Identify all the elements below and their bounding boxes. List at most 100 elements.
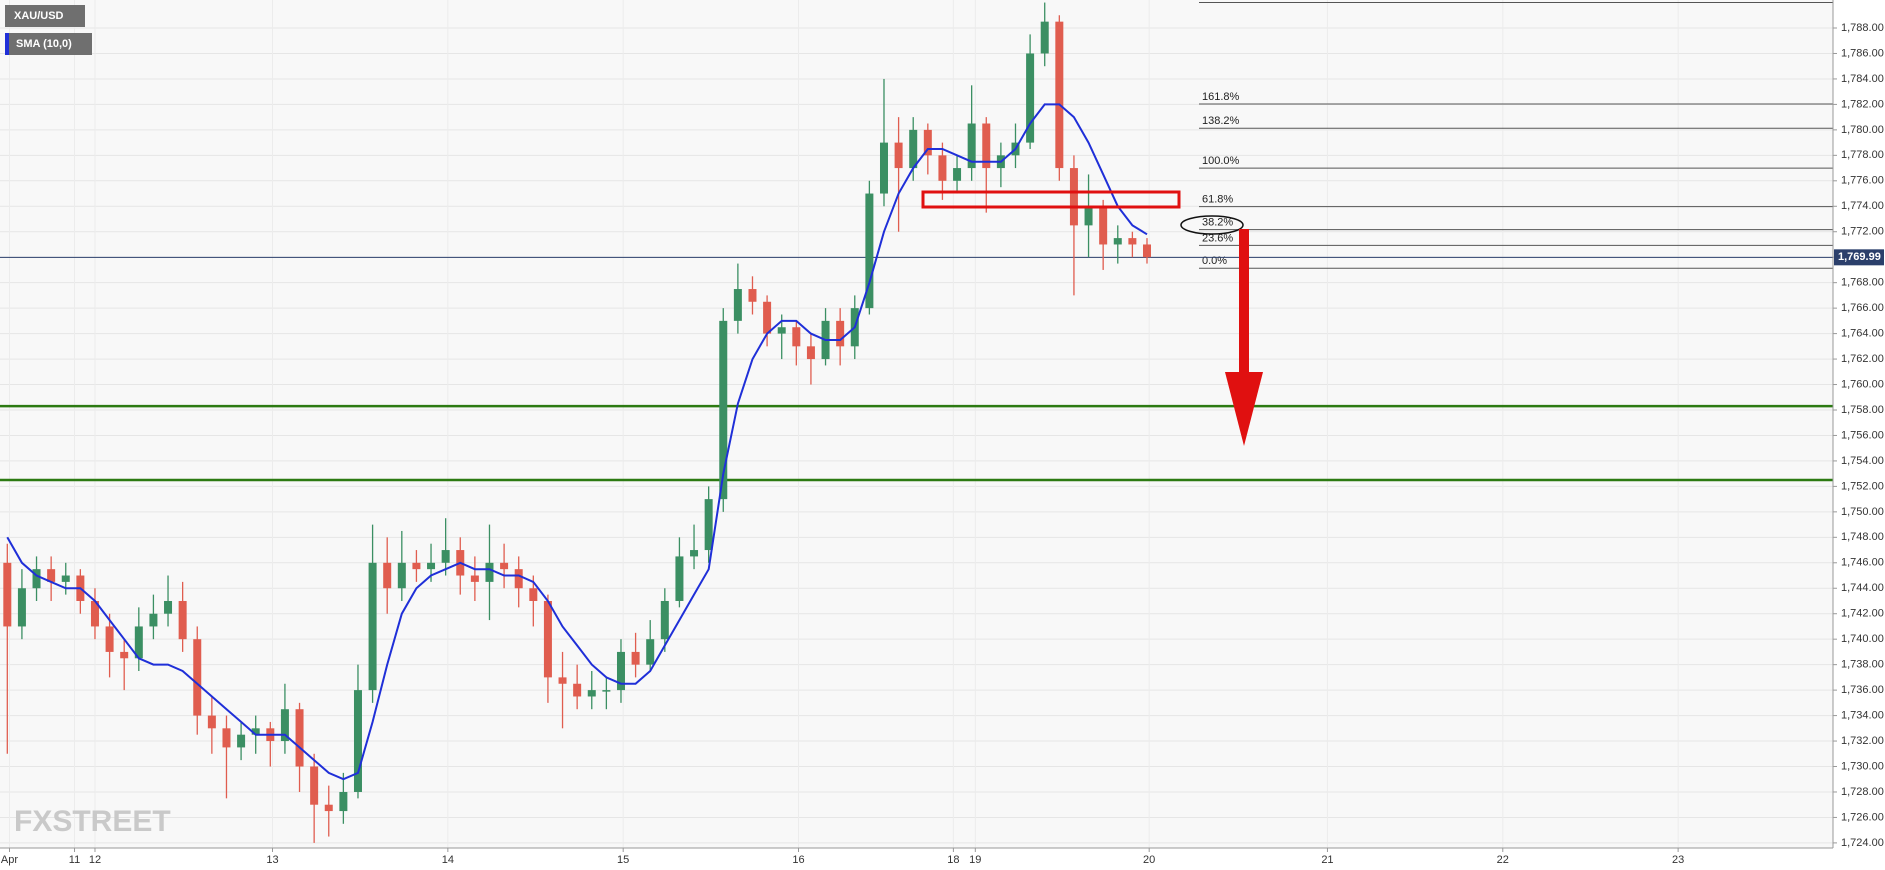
candle-body — [777, 327, 786, 334]
candle-body — [1113, 238, 1122, 245]
x-tick-label: 16 — [792, 854, 804, 866]
candle-body — [412, 562, 421, 570]
candle-body — [1069, 168, 1078, 226]
x-tick-label: 19 — [969, 854, 981, 866]
candle-body — [397, 562, 406, 589]
candle-body — [587, 690, 596, 697]
y-tick-label: 1,780.00 — [1841, 124, 1884, 136]
y-tick-label: 1,776.00 — [1841, 175, 1884, 187]
candle-body — [178, 600, 187, 640]
x-tick-label: 11 — [69, 854, 80, 866]
candle-body — [792, 327, 801, 347]
candle-body — [967, 123, 976, 169]
candle-body — [441, 550, 450, 563]
candle-body — [1142, 244, 1151, 258]
y-tick-label: 1,764.00 — [1841, 328, 1884, 340]
candle-body — [3, 562, 12, 627]
candle-body — [324, 804, 333, 812]
candle-body — [368, 562, 377, 691]
y-tick-label: 1,726.00 — [1841, 811, 1884, 823]
candle-body — [806, 346, 815, 360]
candle-body — [222, 728, 231, 748]
symbol-legend: XAU/USD — [14, 10, 64, 22]
candle-body — [909, 129, 918, 169]
fib-label: 0.0% — [1202, 255, 1227, 267]
y-tick-label: 1,762.00 — [1841, 353, 1884, 365]
candle-body — [237, 734, 246, 748]
y-tick-label: 1,736.00 — [1841, 684, 1884, 696]
candle-body — [470, 575, 479, 582]
fib-label: 138.2% — [1202, 115, 1240, 127]
y-tick-label: 1,788.00 — [1841, 22, 1884, 34]
layers: 261.8% 161.8% 138.2% 100.0% 61.8% 38.2% 23.6% 0… — [0, 0, 1833, 843]
candle-body — [543, 600, 552, 678]
candle-body — [763, 301, 772, 334]
y-tick-label: 1,750.00 — [1841, 506, 1884, 518]
candle-body — [690, 550, 699, 557]
y-tick-label: 1,786.00 — [1841, 47, 1884, 59]
candle-body — [339, 791, 348, 812]
y-tick-label: 1,728.00 — [1841, 786, 1884, 798]
candle-body — [32, 569, 41, 589]
y-tick-label: 1,730.00 — [1841, 760, 1884, 772]
last-price-box — [1834, 249, 1884, 266]
candle-body — [894, 142, 903, 169]
y-tick-label: 1,740.00 — [1841, 633, 1884, 645]
arrow-shaft — [1239, 229, 1249, 374]
y-tick-label: 1,734.00 — [1841, 709, 1884, 721]
candle-body — [923, 129, 932, 156]
candle-body — [865, 193, 874, 309]
candle-body — [207, 715, 216, 729]
candle-body — [1055, 21, 1064, 169]
x-tick-label: Apr — [1, 854, 18, 866]
candle-body — [646, 639, 655, 665]
y-tick-label: 1,784.00 — [1841, 73, 1884, 85]
y-tick-label: 1,738.00 — [1841, 659, 1884, 671]
fib-label: 261.8% — [1202, 0, 1240, 1]
candle-body — [105, 626, 114, 652]
candle-body — [514, 569, 523, 589]
arrow-head — [1225, 372, 1263, 446]
candle-body — [134, 626, 143, 659]
candle-body — [748, 289, 757, 302]
candle-body — [1040, 21, 1049, 54]
last-price-label: 1,769.99 — [1838, 251, 1881, 263]
sma-legend: SMA (10,0) — [16, 38, 72, 50]
x-tick-label: 12 — [89, 854, 101, 866]
y-tick-label: 1,758.00 — [1841, 404, 1884, 416]
fib-label: 38.2% — [1202, 216, 1233, 228]
y-tick-label: 1,772.00 — [1841, 226, 1884, 238]
x-tick-label: 13 — [266, 854, 278, 866]
y-tick-label: 1,744.00 — [1841, 582, 1884, 594]
y-tick-label: 1,724.00 — [1841, 837, 1884, 849]
resistance-zone — [921, 190, 1181, 209]
x-tick-label: 23 — [1672, 854, 1684, 866]
sma-legend-box — [5, 33, 92, 55]
x-tick-label: 22 — [1497, 854, 1509, 866]
candle-body — [1128, 238, 1137, 245]
candle-body — [573, 683, 582, 697]
y-tick-label: 1,774.00 — [1841, 200, 1884, 212]
x-tick-label: 15 — [617, 854, 629, 866]
fib-label: 161.8% — [1202, 91, 1240, 103]
candle-body — [149, 613, 158, 627]
candle-body — [733, 289, 742, 321]
candle-body — [953, 168, 962, 181]
y-tick-label: 1,768.00 — [1841, 277, 1884, 289]
sma-legend-swatch — [5, 33, 9, 55]
y-tick-label: 1,754.00 — [1841, 455, 1884, 467]
y-tick-label: 1,748.00 — [1841, 531, 1884, 543]
candle-body — [164, 600, 173, 614]
candle-body — [1026, 53, 1035, 143]
y-tick-label: 1,756.00 — [1841, 429, 1884, 441]
candle-body — [704, 499, 713, 551]
x-tick-label: 21 — [1321, 854, 1333, 866]
candle-body — [675, 556, 684, 601]
candle-body — [427, 562, 436, 570]
candle-body — [295, 709, 304, 767]
y-tick-label: 1,732.00 — [1841, 735, 1884, 747]
y-tick-label: 1,760.00 — [1841, 378, 1884, 390]
candle-body — [47, 569, 56, 582]
candle-body — [1084, 206, 1093, 226]
